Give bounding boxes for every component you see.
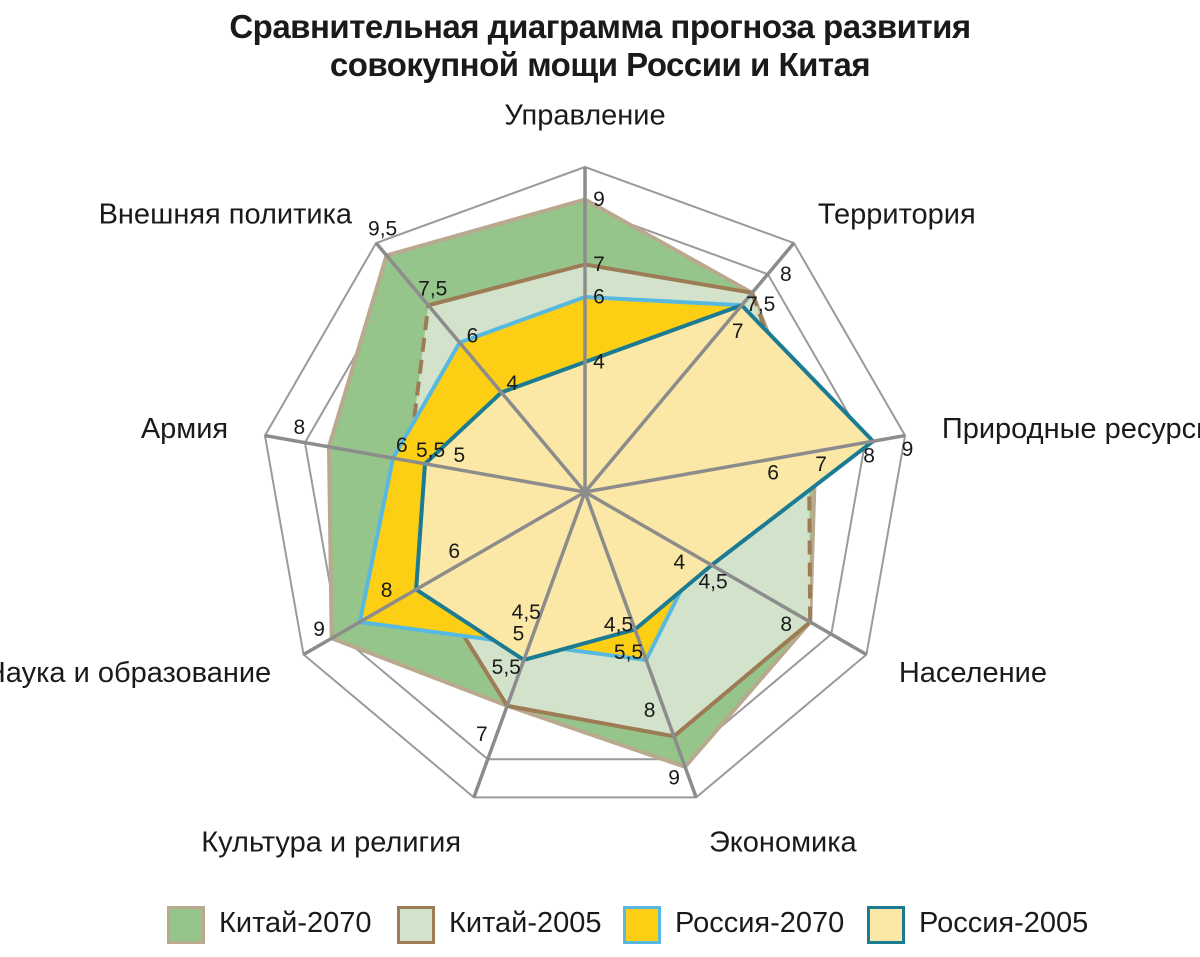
value-label: 4	[673, 551, 685, 574]
value-label: 5,5	[492, 656, 521, 679]
series-edge-china-2005-4	[505, 703, 676, 739]
series-edge-russia-2005-5	[414, 587, 526, 662]
value-label: 4	[593, 351, 605, 374]
radar-axes	[264, 167, 906, 798]
value-label: 9	[902, 438, 914, 461]
value-label: 5,5	[416, 439, 445, 462]
value-label: 8	[780, 263, 792, 286]
axis-7	[302, 490, 586, 657]
value-label: 4,5	[698, 571, 727, 594]
value-label: 9,5	[368, 218, 397, 241]
category-label-4: Население	[899, 657, 1047, 689]
series-edge-china-2070-0	[583, 197, 755, 295]
series-edge-china-2070-7	[326, 253, 389, 449]
chart-title: Сравнительная диаграмма прогноза развити…	[0, 8, 1200, 84]
axis-5	[583, 491, 698, 798]
value-label: 8	[381, 579, 393, 602]
series-edge-russia-2005-3	[633, 563, 714, 632]
value-label: 9	[313, 618, 325, 641]
value-label: 6	[448, 540, 460, 563]
value-label: 4,5	[604, 614, 633, 637]
series-edge-russia-2070-0	[583, 295, 744, 308]
series-edge-russia-2005-4	[521, 627, 638, 662]
legend-swatch-russia-2005	[867, 906, 905, 944]
value-label: 8	[863, 445, 875, 468]
axis-4	[584, 490, 868, 657]
value-label: 9	[593, 188, 605, 211]
category-label-9: Внешняя политика	[99, 198, 353, 230]
chart-title-line-2: совокупной мощи России и Китая	[329, 46, 871, 83]
value-label: 7	[476, 723, 488, 746]
axis-8	[264, 433, 586, 494]
legend-label-china-2070: Китай-2070	[219, 907, 372, 939]
value-label: 7	[815, 453, 827, 476]
value-label: 8	[780, 613, 792, 636]
radar-category-labels: Управление Территория Природные ресурсы Нас…	[0, 100, 1200, 859]
value-label: 9	[668, 766, 680, 789]
axis-6	[472, 491, 587, 798]
chart-title-line-1: Сравнительная диаграмма прогноза развити…	[229, 8, 971, 45]
value-label: 6	[593, 286, 605, 309]
radar-chart: 976487,57987644,584,55,5894,555,5768955,…	[0, 100, 1200, 859]
legend-label-russia-2070: Россия-2070	[675, 907, 845, 939]
value-label: 8	[644, 699, 656, 722]
series-edge-russia-2005-7	[422, 390, 504, 466]
legend-swatch-china-2070	[167, 906, 205, 944]
value-label: 7,5	[418, 277, 447, 300]
series-edge-russia-2005-1	[739, 303, 876, 444]
series-edge-russia-2005-8	[499, 360, 587, 395]
series-edge-russia-2005-6	[414, 461, 427, 592]
category-label-1: Управление	[504, 100, 665, 132]
value-label: 5,5	[614, 641, 643, 664]
series-edge-russia-2070-6	[357, 456, 395, 624]
category-label-7: Наука и образование	[0, 657, 271, 689]
series-edge-china-2070-5	[329, 636, 510, 708]
axis-2	[583, 241, 796, 494]
series-edge-russia-2005-2	[709, 439, 876, 568]
value-label: 5	[454, 444, 466, 467]
legend-label-china-2005: Китай-2005	[449, 907, 602, 939]
series-edge-china-2005-8	[426, 262, 587, 308]
category-label-5: Экономика	[709, 827, 858, 859]
series-edge-russia-2070-7	[390, 340, 462, 461]
legend: Китай-2070 Китай-2005 Россия-2070 Россия…	[0, 900, 1200, 950]
series-edge-russia-2005-0	[583, 303, 744, 364]
value-label: 7	[593, 253, 605, 276]
axis-3	[584, 433, 906, 494]
series-edge-china-2005-3	[671, 620, 813, 739]
value-label: 6	[767, 462, 779, 485]
axis-9	[374, 241, 587, 494]
value-label: 6	[467, 325, 479, 348]
value-label: 5	[513, 622, 525, 645]
legend-label-russia-2005: Россия-2005	[919, 907, 1089, 939]
value-label: 7	[732, 320, 744, 343]
category-label-8: Армия	[141, 413, 228, 445]
series-edge-china-2070-4	[505, 703, 688, 769]
legend-swatch-china-2005	[397, 906, 435, 944]
category-label-3: Природные ресурсы	[942, 413, 1200, 445]
value-label: 6	[396, 434, 408, 457]
value-label: 4,5	[512, 601, 541, 624]
value-label: 4	[506, 372, 518, 395]
value-label: 7,5	[746, 293, 775, 316]
series-edge-china-2070-8	[384, 197, 587, 258]
radar-value-labels: 976487,57987644,584,55,5894,555,5768955,…	[294, 188, 914, 789]
value-label: 8	[294, 416, 306, 439]
category-label-6: Культура и религия	[201, 827, 461, 859]
legend-swatch-russia-2070	[623, 906, 661, 944]
series-edge-russia-2070-8	[457, 295, 587, 345]
category-label-2: Территория	[818, 198, 976, 230]
series-edge-china-2005-0	[583, 262, 755, 295]
series-edge-china-2070-3	[683, 620, 813, 769]
series-edge-china-2070-6	[326, 444, 334, 641]
grid-ring-1	[263, 165, 907, 799]
